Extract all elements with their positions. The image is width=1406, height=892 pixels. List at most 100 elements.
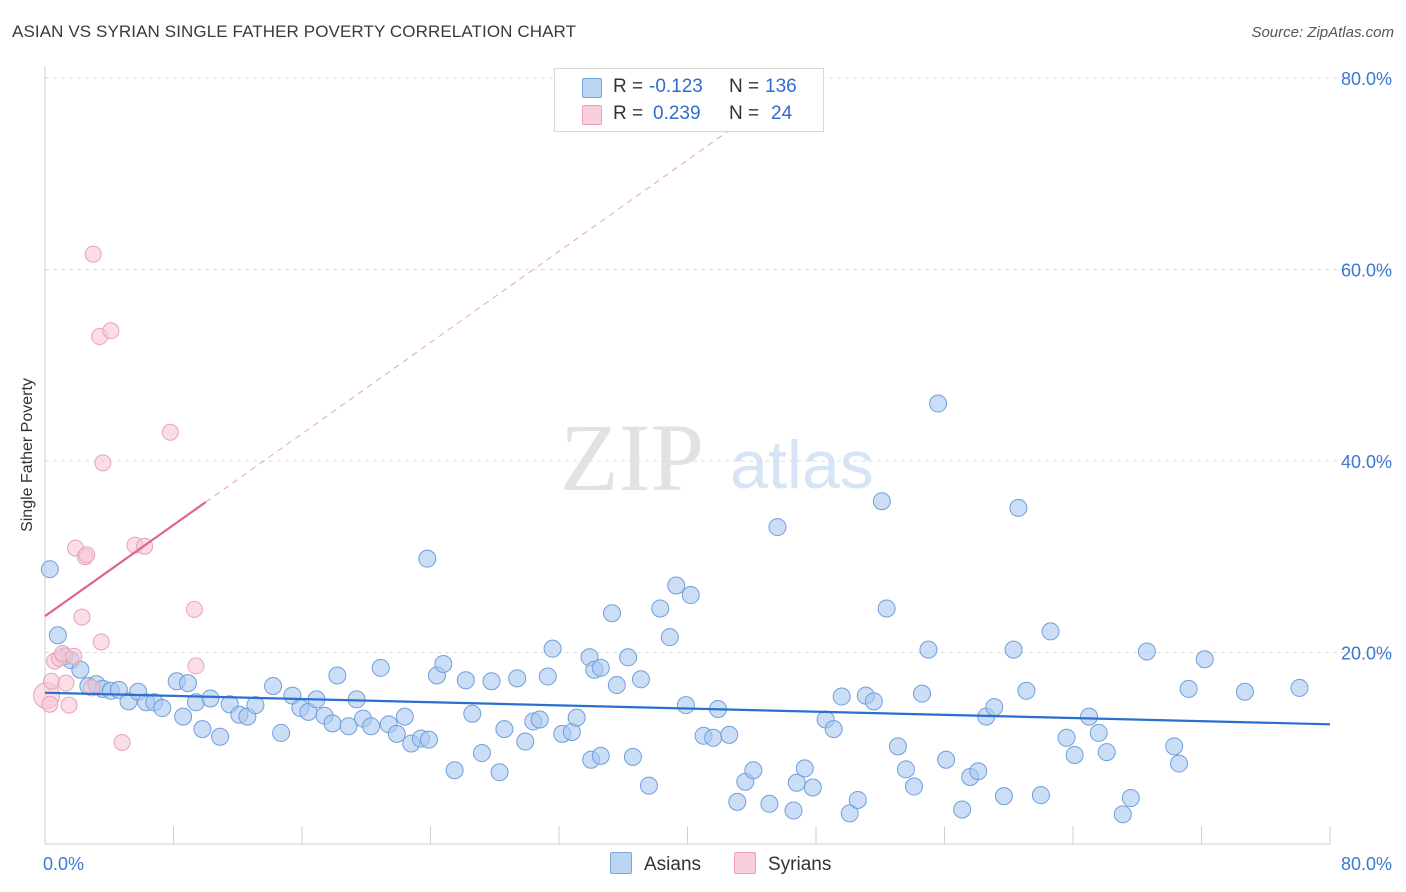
asian-point (1170, 754, 1189, 773)
asian-point (323, 714, 342, 733)
asian-point (395, 707, 414, 726)
asian-point (888, 737, 907, 756)
asian-point (676, 696, 695, 715)
asian-point (264, 677, 283, 696)
asian-point (1179, 679, 1198, 698)
asian-point (530, 710, 549, 729)
asian-point (667, 576, 686, 595)
asian-point (623, 747, 642, 766)
x-tick-label: 80.0% (1341, 854, 1392, 874)
syrian-point (94, 454, 112, 472)
asian-point (1009, 498, 1028, 517)
chart-title: ASIAN VS SYRIAN SINGLE FATHER POVERTY CO… (12, 22, 577, 41)
syrian-point (113, 734, 131, 752)
asian-point (482, 672, 501, 691)
y-tick-label: 60.0% (1341, 261, 1392, 281)
asian-point (904, 777, 923, 796)
asian-point (784, 801, 803, 820)
y-tick-label: 20.0% (1341, 644, 1392, 664)
syrian-point (92, 633, 110, 651)
asian-point (490, 763, 509, 782)
asian-point (619, 648, 638, 667)
asian-point (495, 720, 514, 739)
asian-point (681, 586, 700, 605)
asian-point (795, 759, 814, 778)
asian-point (760, 794, 779, 813)
asian-point (1031, 786, 1050, 805)
asian-point (660, 628, 679, 647)
asian-point (472, 744, 491, 763)
asian-point (969, 762, 988, 781)
bottom-legend-label-asians: Asians (644, 854, 702, 875)
asian-point (872, 492, 891, 511)
asian-point (434, 654, 453, 673)
asian-point (193, 720, 212, 739)
asian-point (953, 800, 972, 819)
asian-point (704, 728, 723, 747)
asian-point (567, 708, 586, 727)
legend-n-label: N = (729, 76, 760, 97)
asian-point (768, 518, 787, 537)
legend-r-value: 0.239 (653, 103, 701, 124)
asian-point (1235, 682, 1254, 701)
asian-point (1137, 642, 1156, 661)
asian-point (744, 761, 763, 780)
asian-point (1017, 681, 1036, 700)
correlation-legend: R = -0.123 N = 136 R = 0.239 N = 24 (554, 68, 824, 132)
x-tick-label: 0.0% (43, 854, 84, 874)
asian-point (371, 658, 390, 677)
asian-point (48, 626, 67, 645)
syrian-point (102, 322, 120, 340)
syrian-point (84, 245, 102, 263)
asian-point (328, 666, 347, 685)
legend-n-value: 136 (765, 76, 797, 97)
syrian-point (78, 546, 96, 564)
y-tick-label: 80.0% (1341, 69, 1392, 89)
legend-row-asians: R = -0.123 N = 136 (555, 74, 823, 100)
asian-point (1290, 678, 1309, 697)
asian-point (848, 790, 867, 809)
legend-n-value: 24 (771, 103, 793, 124)
asian-point (1004, 640, 1023, 659)
asian-point (591, 658, 610, 677)
syrian-point (83, 679, 101, 697)
syrian-point (161, 423, 179, 441)
asian-point (153, 699, 172, 718)
asian-point (339, 717, 358, 736)
asian-point (651, 599, 670, 618)
asian-point (418, 549, 437, 568)
asian-point (929, 394, 948, 413)
legend-n-label: N = (729, 103, 760, 124)
asian-point (456, 671, 475, 690)
asian-point (832, 687, 851, 706)
legend-swatch-syrians (582, 105, 602, 125)
asian-point (877, 599, 896, 618)
legend-r-label: R = (613, 103, 644, 124)
asian-point (463, 704, 482, 723)
asian-point (178, 674, 197, 693)
asian-point (387, 724, 406, 743)
axis-layer (44, 66, 1331, 845)
asian-point (272, 723, 291, 742)
asian-point (538, 667, 557, 686)
source-label: Source: ZipAtlas.com (1251, 24, 1394, 41)
asian-point (201, 689, 220, 708)
asian-point (824, 720, 843, 739)
syrian-point (41, 695, 59, 713)
asian-point (246, 696, 265, 715)
legend-r-value: -0.123 (649, 76, 703, 97)
asian-point (1195, 650, 1214, 669)
asian-point (445, 761, 464, 780)
bottom-legend-label-syrians: Syrians (768, 854, 832, 875)
asian-point (1097, 743, 1116, 762)
legend-swatch-asians (582, 78, 602, 98)
asian-point (728, 792, 747, 811)
asian-point (174, 707, 193, 726)
bottom-legend-swatch-asians (610, 852, 632, 874)
asian-point (919, 640, 938, 659)
asians-trend-line (44, 691, 1331, 726)
asian-point (1065, 745, 1084, 764)
asian-point (603, 604, 622, 623)
asian-point (508, 669, 527, 688)
syrian-point (187, 657, 205, 675)
